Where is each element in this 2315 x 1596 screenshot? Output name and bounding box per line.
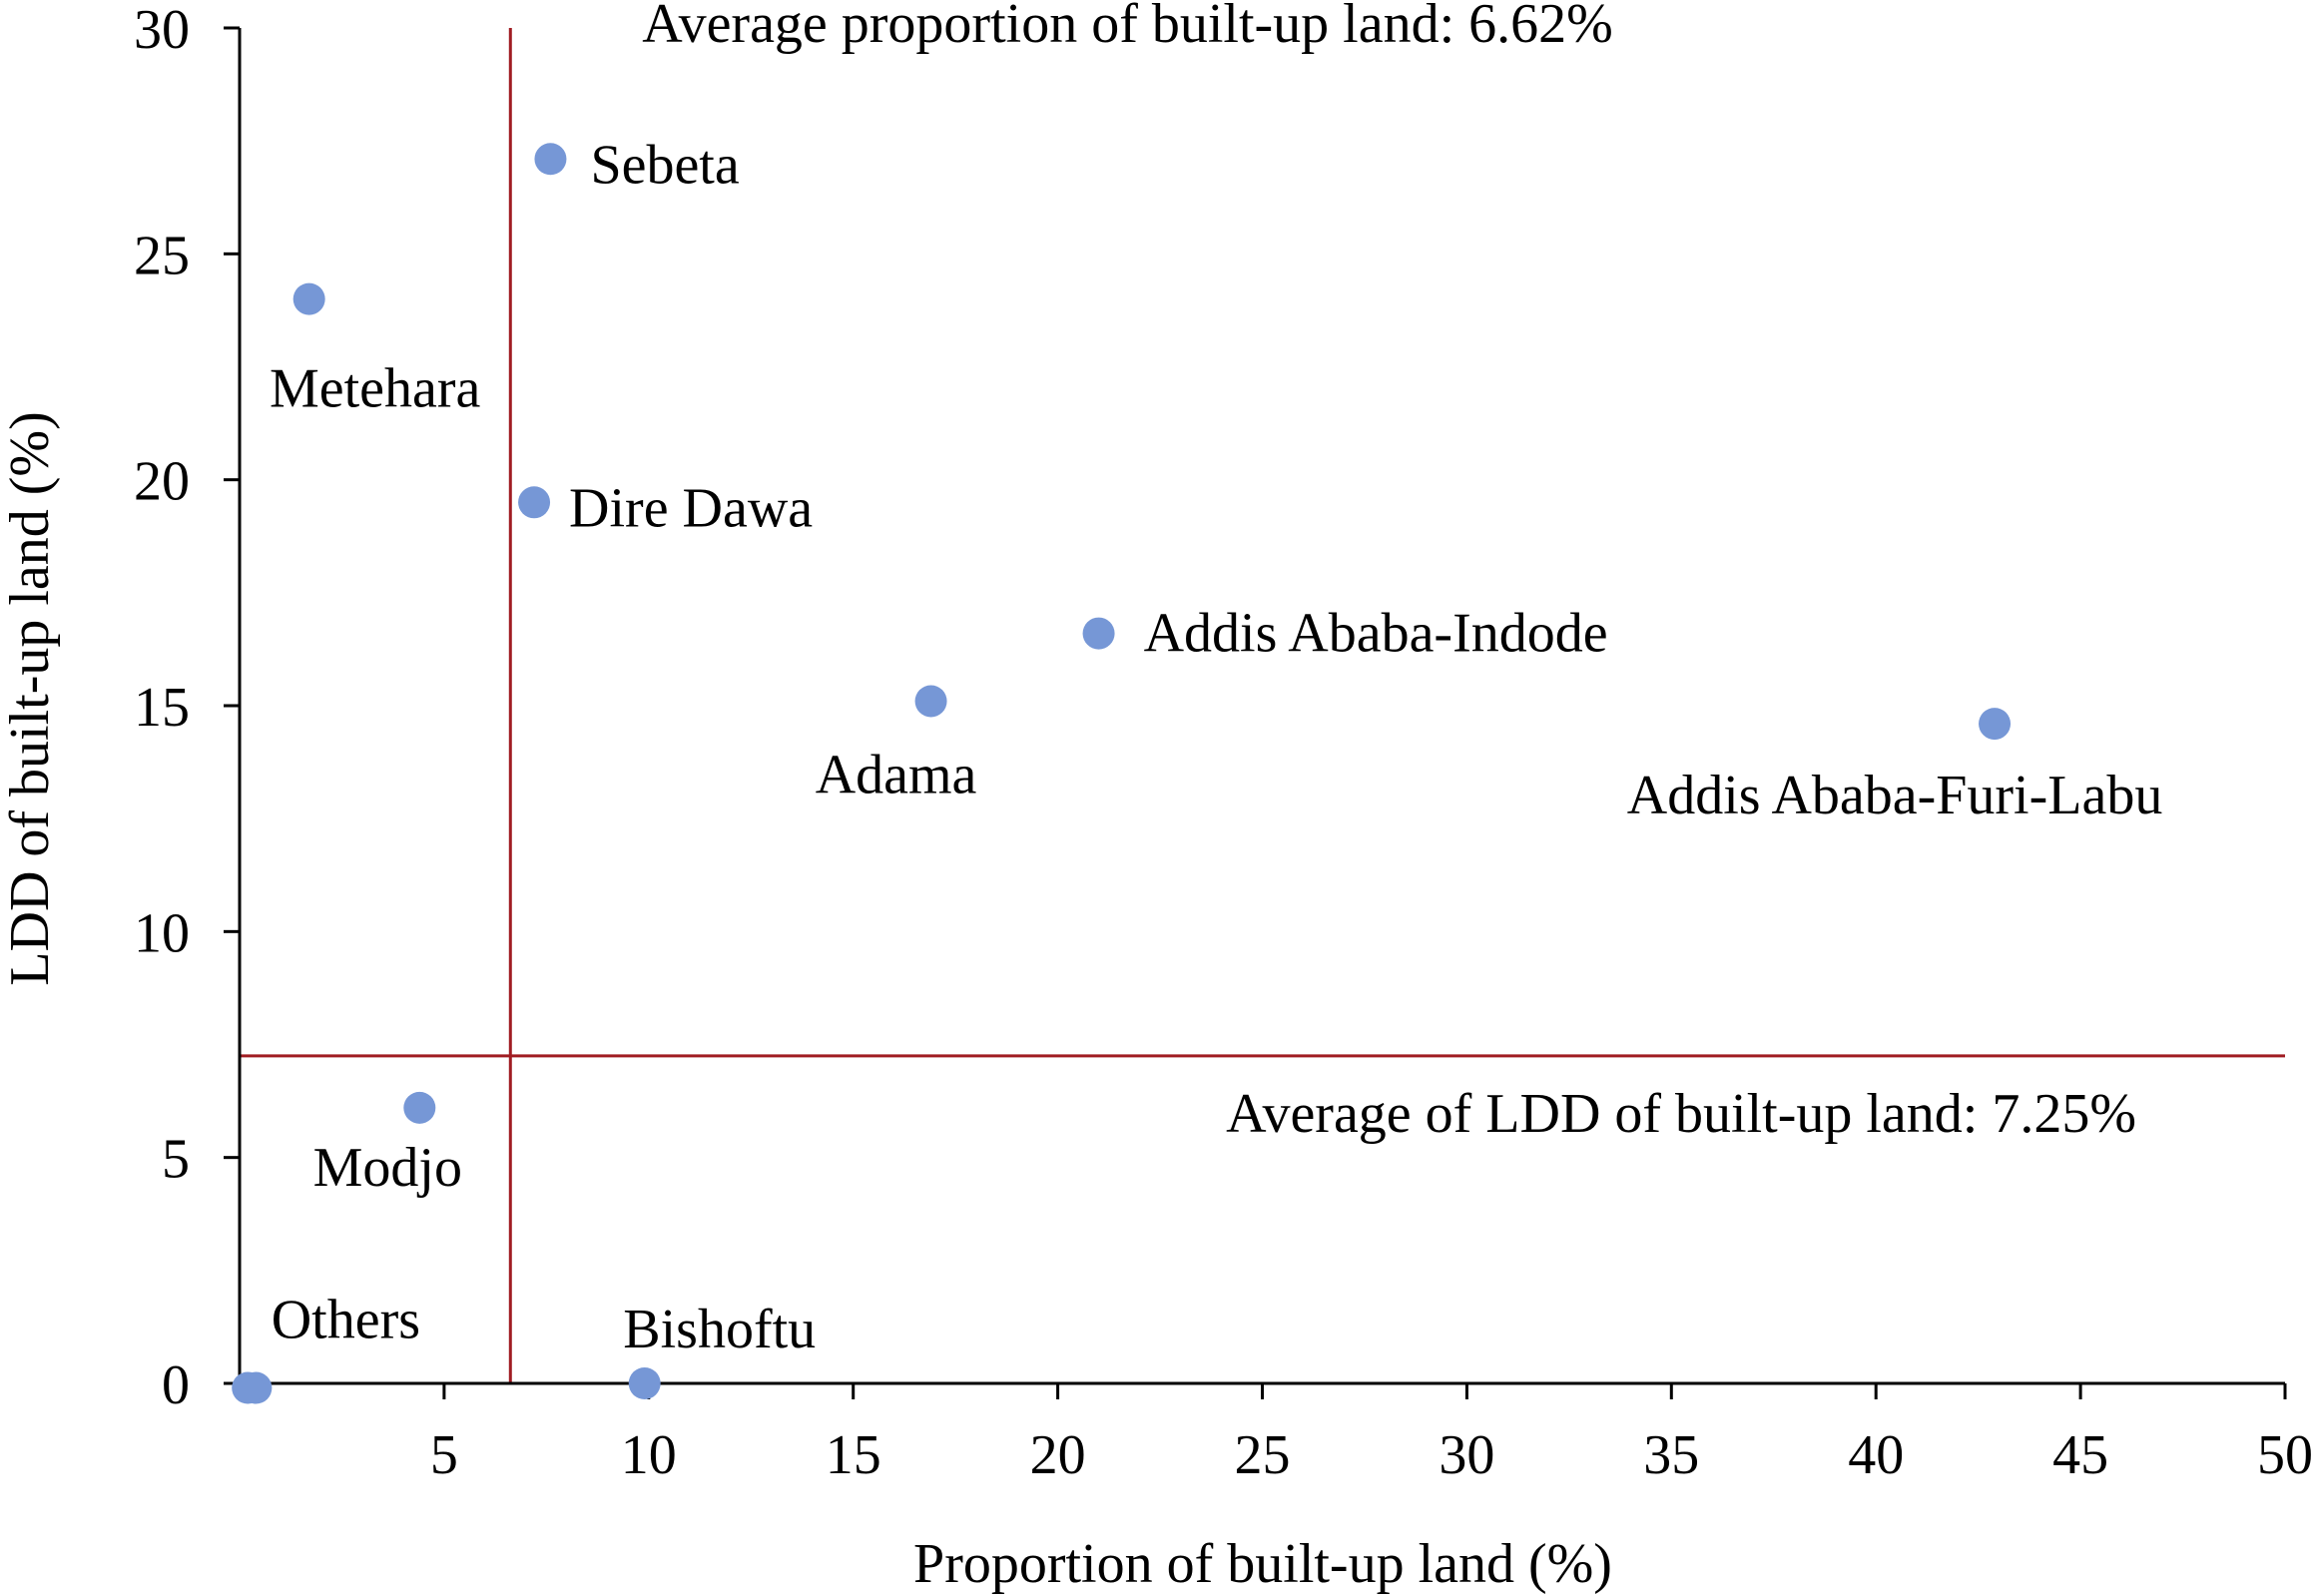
y-axis-title: LDD of built-up land (%) xyxy=(0,411,61,985)
horizontal-average-label: Average of LDD of built-up land: 7.25% xyxy=(1226,1083,2136,1145)
x-tick-label: 5 xyxy=(430,1424,458,1486)
reference-line-labels: Average proportion of built-up land: 6.6… xyxy=(642,0,2136,1145)
x-tick-label: 20 xyxy=(1030,1424,1086,1486)
data-point xyxy=(518,486,551,519)
point-label: Dire Dawa xyxy=(569,477,813,539)
y-tick-label: 20 xyxy=(134,451,190,513)
y-tick-label: 10 xyxy=(134,902,190,964)
x-tick-label: 10 xyxy=(621,1424,677,1486)
data-points xyxy=(232,143,2012,1404)
tick-labels: 5 10 15 20 25 30 35 40 45 50 0 5 10 15 20 25 30 xyxy=(134,0,2313,1486)
x-tick-label: 25 xyxy=(1235,1424,1291,1486)
point-label: Metehara xyxy=(270,358,481,420)
data-point xyxy=(1082,617,1115,650)
data-point xyxy=(403,1091,436,1124)
y-tick-label: 30 xyxy=(134,0,190,61)
point-label: Addis Ababa-Furi-Labu xyxy=(1627,765,2163,826)
data-point xyxy=(292,282,325,315)
point-label: Adama xyxy=(816,744,977,805)
point-label: Addis Ababa-Indode xyxy=(1144,603,1608,665)
reference-lines xyxy=(240,28,2285,1383)
axes xyxy=(238,28,2285,1385)
data-point xyxy=(914,685,947,718)
x-tick-label: 40 xyxy=(1848,1424,1904,1486)
x-tick-label: 45 xyxy=(2052,1424,2108,1486)
y-tick-label: 0 xyxy=(162,1354,190,1416)
point-label: Others xyxy=(272,1290,420,1351)
data-point xyxy=(232,1371,265,1404)
data-point xyxy=(1979,708,2012,741)
point-label: Sebeta xyxy=(590,134,739,196)
y-tick-label: 15 xyxy=(134,677,190,739)
y-tick-label: 5 xyxy=(162,1129,190,1191)
vertical-average-label: Average proportion of built-up land: 6.6… xyxy=(642,0,1613,55)
data-point xyxy=(628,1367,661,1399)
data-point xyxy=(534,143,567,176)
x-tick-label: 35 xyxy=(1643,1424,1699,1486)
x-tick-label: 15 xyxy=(826,1424,881,1486)
point-label: Bishoftu xyxy=(623,1299,816,1360)
x-axis-title: Proportion of built-up land (%) xyxy=(913,1533,1612,1595)
point-label: Modjo xyxy=(313,1137,462,1199)
y-tick-label: 25 xyxy=(134,225,190,286)
point-labels: Sebeta Metehara Dire Dawa Addis Ababa-Indod… xyxy=(270,134,2162,1360)
x-tick-label: 30 xyxy=(1439,1424,1494,1486)
tick-marks xyxy=(224,26,2287,1399)
x-tick-label: 50 xyxy=(2257,1424,2313,1486)
